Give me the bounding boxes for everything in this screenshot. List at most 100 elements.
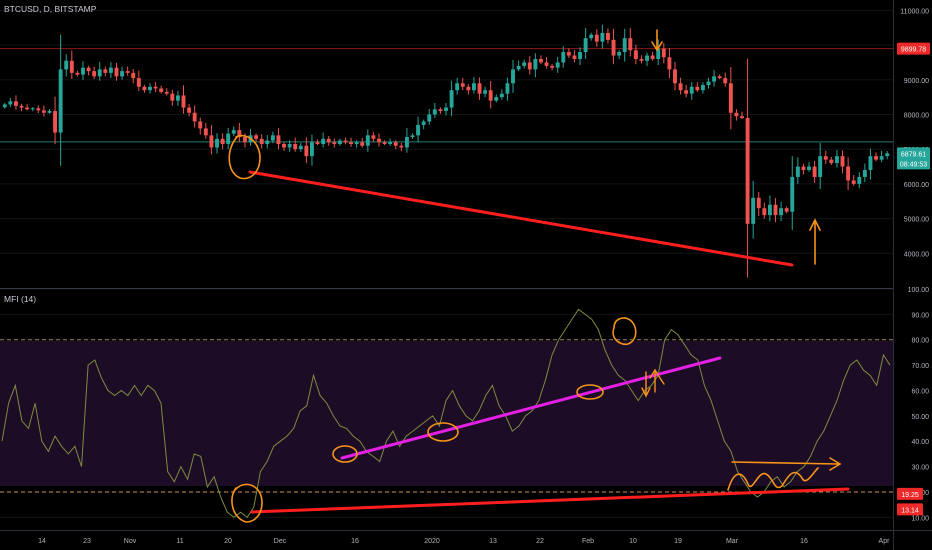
candle-body[interactable] (226, 133, 231, 144)
candle-body[interactable] (499, 93, 504, 98)
candle-body[interactable] (231, 130, 236, 134)
candle-body[interactable] (874, 156, 878, 160)
candle-body[interactable] (712, 76, 717, 82)
candle-body[interactable] (164, 91, 169, 94)
candle-body[interactable] (538, 58, 543, 63)
candle-body[interactable] (650, 55, 655, 59)
candle-body[interactable] (589, 34, 594, 39)
candle-body[interactable] (868, 156, 873, 171)
mfi-line[interactable] (1, 308, 891, 519)
candle-body[interactable] (326, 138, 331, 143)
candle-body[interactable] (108, 67, 113, 73)
candle-body[interactable] (187, 107, 192, 113)
candle-body[interactable] (321, 138, 326, 144)
candle-body[interactable] (561, 52, 566, 63)
candle-body[interactable] (19, 105, 24, 108)
candle-body[interactable] (159, 88, 164, 92)
candle-body[interactable] (170, 93, 175, 101)
candle-body[interactable] (494, 97, 499, 101)
candle-body[interactable] (192, 112, 197, 122)
candle-body[interactable] (282, 144, 286, 148)
candle-body[interactable] (862, 170, 867, 177)
candle-body[interactable] (684, 90, 689, 94)
candle-body[interactable] (388, 142, 393, 144)
candle-body[interactable] (846, 166, 851, 181)
candle-body[interactable] (47, 111, 52, 113)
candle-body[interactable] (583, 38, 588, 53)
candle-body[interactable] (885, 153, 890, 157)
candle-body[interactable] (131, 72, 136, 79)
candle-body[interactable] (259, 138, 264, 144)
candle-body[interactable] (460, 83, 465, 87)
candle-body[interactable] (410, 135, 415, 138)
candle-body[interactable] (740, 116, 744, 118)
candle-body[interactable] (86, 67, 91, 72)
price-candles[interactable] (2, 24, 890, 278)
candle-body[interactable] (114, 67, 119, 77)
candle-body[interactable] (656, 48, 661, 59)
candle-body[interactable] (393, 142, 398, 146)
candle-body[interactable] (25, 107, 30, 110)
candle-body[interactable] (198, 121, 203, 129)
candle-body[interactable] (310, 142, 314, 157)
candle-body[interactable] (645, 55, 650, 61)
candle-body[interactable] (511, 69, 515, 84)
candle-body[interactable] (421, 121, 426, 125)
candle-body[interactable] (30, 108, 35, 110)
candle-body[interactable] (578, 52, 582, 59)
candle-body[interactable] (209, 135, 214, 148)
candle-body[interactable] (857, 176, 862, 184)
candle-body[interactable] (354, 142, 359, 144)
candle-body[interactable] (717, 76, 722, 79)
candle-body[interactable] (53, 111, 58, 133)
candle-body[interactable] (801, 166, 806, 171)
candle-body[interactable] (8, 101, 13, 105)
candle-body[interactable] (404, 137, 409, 148)
candle-body[interactable] (689, 86, 694, 94)
candle-body[interactable] (678, 83, 683, 91)
candle-body[interactable] (555, 62, 560, 68)
candle-body[interactable] (254, 135, 259, 139)
candle-body[interactable] (438, 109, 443, 112)
candle-body[interactable] (142, 86, 147, 91)
candle-body[interactable] (505, 83, 510, 94)
candle-body[interactable] (399, 145, 404, 148)
candle-body[interactable] (298, 145, 303, 150)
candle-body[interactable] (153, 86, 158, 89)
candle-body[interactable] (527, 62, 532, 70)
candle-body[interactable] (120, 71, 125, 77)
candle-body[interactable] (566, 52, 571, 56)
candle-body[interactable] (360, 142, 365, 146)
candle-body[interactable] (667, 57, 672, 70)
candle-body[interactable] (522, 62, 527, 66)
candle-body[interactable] (477, 83, 482, 94)
candle-body[interactable] (840, 156, 845, 167)
candle-body[interactable] (466, 86, 471, 91)
candle-body[interactable] (773, 204, 778, 216)
candle-body[interactable] (734, 112, 739, 117)
candle-body[interactable] (834, 156, 839, 164)
candle-body[interactable] (622, 38, 627, 53)
candle-body[interactable] (270, 135, 275, 141)
candle-body[interactable] (125, 71, 130, 73)
candle-body[interactable] (695, 86, 700, 91)
candle-body[interactable] (606, 32, 610, 40)
candle-body[interactable] (41, 110, 46, 113)
candle-body[interactable] (756, 197, 761, 209)
price-axis[interactable] (894, 0, 932, 530)
candle-body[interactable] (745, 117, 750, 224)
candle-body[interactable] (812, 166, 817, 177)
candle-body[interactable] (97, 69, 102, 77)
candle-body[interactable] (823, 156, 828, 160)
candle-body[interactable] (242, 137, 247, 143)
candle-body[interactable] (594, 34, 599, 42)
candle-body[interactable] (700, 85, 705, 91)
candle-body[interactable] (2, 104, 7, 108)
candle-body[interactable] (544, 62, 549, 66)
candle-body[interactable] (829, 159, 834, 164)
candle-body[interactable] (600, 32, 605, 42)
candle-body[interactable] (455, 83, 460, 91)
candle-body[interactable] (516, 65, 521, 70)
candle-body[interactable] (365, 135, 370, 146)
candle-body[interactable] (36, 108, 41, 111)
